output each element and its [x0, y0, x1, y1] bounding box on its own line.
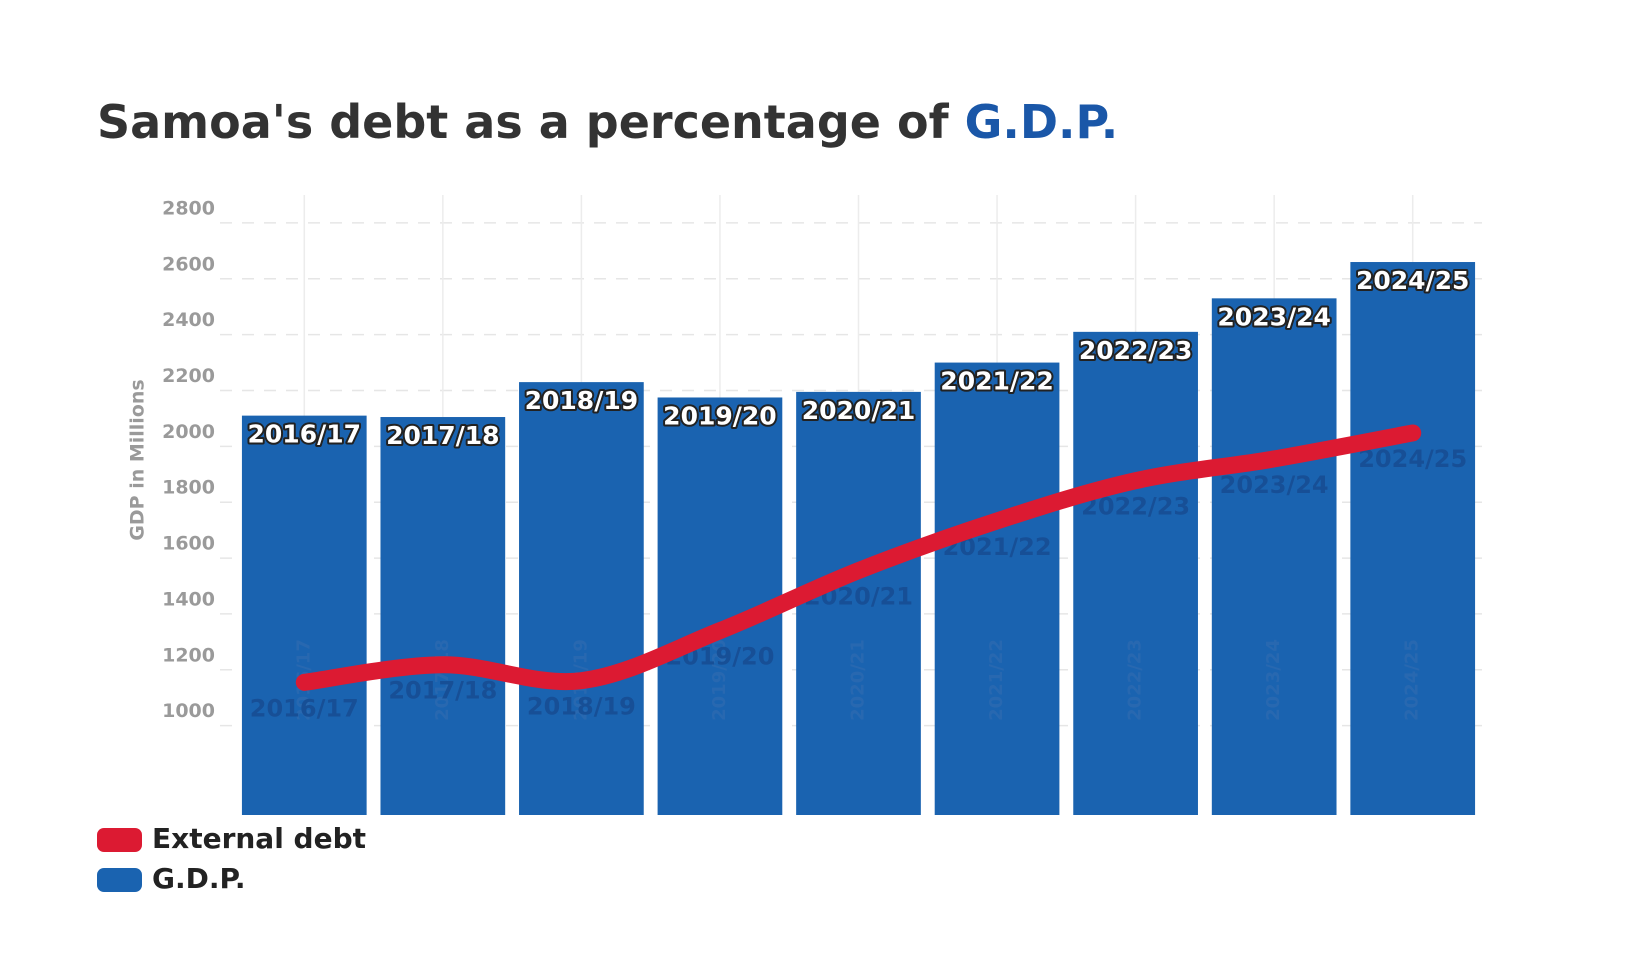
y-tick-label: 2800 — [162, 197, 215, 219]
bar — [241, 415, 367, 815]
y-tick-label: 1200 — [162, 644, 215, 666]
legend-label: G.D.P. — [152, 862, 246, 895]
line-label: 2017/18 — [388, 677, 497, 705]
bar — [1211, 298, 1337, 815]
y-tick-label: 1400 — [162, 588, 215, 610]
legend-swatch — [97, 828, 142, 852]
title-highlight: G.D.P. — [965, 95, 1119, 149]
rotated-category-label: 2023/24 — [1263, 639, 1284, 721]
line-label: 2023/24 — [1220, 471, 1329, 499]
line-label: 2016/17 — [250, 694, 359, 722]
line-label: 2018/19 — [527, 693, 636, 721]
bar — [934, 362, 1060, 815]
bar-label: 2021/22 — [940, 367, 1054, 396]
bar-label: 2017/18 — [386, 421, 500, 450]
rotated-category-label: 2019/20 — [709, 639, 730, 721]
bar-label: 2018/19 — [525, 386, 639, 415]
y-tick-label: 1000 — [162, 700, 215, 722]
bar — [1073, 331, 1198, 815]
y-tick-label: 1600 — [162, 533, 215, 555]
bar — [519, 382, 644, 815]
bar-label: 2019/20 — [663, 401, 777, 430]
line — [295, 424, 1422, 691]
bar — [796, 391, 921, 815]
bar-label: 2022/23 — [1079, 336, 1193, 365]
y-tick-label: 2000 — [162, 421, 215, 443]
y-tick-label: 2400 — [162, 309, 215, 331]
rotated-category-label: 2020/21 — [848, 639, 869, 721]
bar-label: 2024/25 — [1356, 266, 1470, 295]
title-main: Samoa's debt as a percentage of — [97, 95, 950, 149]
bar-label: 2023/24 — [1217, 302, 1331, 331]
line-label: 2024/25 — [1358, 445, 1467, 473]
y-tick-label: 2600 — [162, 253, 215, 275]
bar — [1350, 262, 1476, 815]
rotated-category-label: 2021/22 — [986, 639, 1007, 721]
bar-label: 2020/21 — [802, 396, 916, 425]
bar-label: 2016/17 — [248, 420, 362, 449]
rotated-category-label: 2022/23 — [1125, 639, 1146, 721]
chart-title: Samoa's debt as a percentage of G.D.P. — [97, 95, 1118, 149]
y-axis-label: GDP in Millions — [127, 379, 149, 540]
y-tick-label: 2200 — [162, 365, 215, 387]
legend-label: External debt — [152, 822, 366, 855]
bar — [380, 417, 506, 815]
legend-swatch — [97, 868, 142, 892]
rotated-category-label: 2024/25 — [1402, 639, 1423, 721]
y-tick-label: 1800 — [162, 477, 215, 499]
